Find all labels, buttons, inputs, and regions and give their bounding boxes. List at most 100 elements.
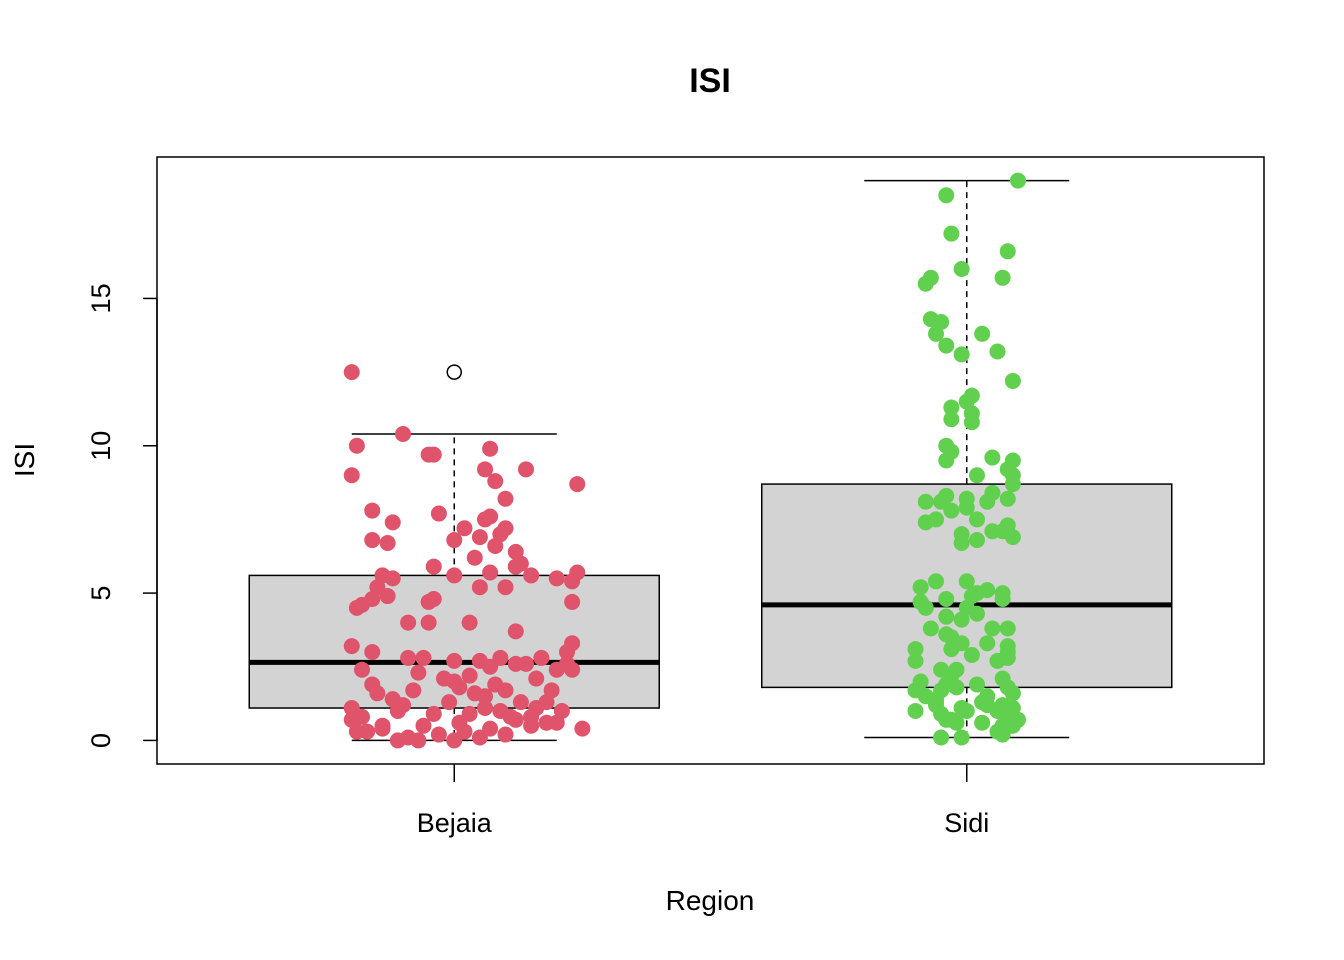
data-point	[943, 502, 960, 519]
data-point	[948, 679, 965, 696]
data-point	[979, 635, 996, 652]
data-point	[564, 573, 581, 590]
data-point	[999, 243, 1016, 260]
data-point	[948, 714, 965, 731]
x-axis: Bejaia Sidi	[417, 764, 989, 838]
data-point	[374, 720, 391, 737]
data-point	[928, 325, 944, 342]
y-tick-label: 10	[86, 431, 116, 461]
data-point	[405, 682, 422, 699]
y-tick-label: 5	[86, 586, 116, 601]
data-point	[553, 702, 570, 719]
data-point	[343, 467, 360, 484]
data-point	[999, 644, 1016, 661]
data-point	[492, 649, 509, 666]
data-point	[482, 564, 499, 581]
data-point	[446, 567, 463, 584]
data-point	[984, 523, 1001, 540]
data-point	[953, 535, 970, 552]
data-point	[989, 343, 1006, 360]
data-point	[456, 723, 473, 740]
data-point	[466, 549, 483, 566]
points-sidi	[907, 172, 1026, 746]
data-point	[410, 664, 427, 681]
data-point	[928, 511, 944, 528]
data-point	[938, 187, 955, 204]
data-point	[400, 649, 417, 666]
data-point	[907, 652, 924, 669]
data-point	[933, 729, 950, 746]
data-point	[348, 437, 365, 454]
data-point	[518, 655, 534, 672]
data-point	[984, 449, 1001, 466]
data-point	[487, 537, 504, 554]
data-point	[1004, 476, 1021, 493]
data-point	[528, 670, 545, 687]
data-point	[912, 579, 929, 596]
data-point	[569, 476, 586, 493]
data-point	[943, 411, 960, 428]
data-point	[564, 661, 581, 678]
data-point	[364, 532, 381, 549]
data-point	[994, 590, 1011, 607]
data-point	[994, 720, 1011, 737]
data-point	[953, 260, 970, 277]
data-point	[559, 644, 575, 661]
data-point	[574, 720, 591, 737]
data-point	[1010, 172, 1026, 189]
data-point	[963, 646, 980, 663]
data-point	[384, 570, 401, 587]
data-point	[507, 623, 524, 640]
data-point	[364, 644, 381, 661]
data-point	[999, 620, 1016, 637]
data-point	[974, 325, 991, 342]
data-point	[984, 620, 1001, 637]
data-point	[477, 688, 493, 705]
data-point	[538, 694, 555, 711]
data-point	[425, 446, 442, 463]
data-point	[379, 535, 396, 552]
y-axis-label: ISI	[9, 443, 40, 477]
points-bejaia	[343, 364, 591, 749]
data-point	[943, 641, 960, 658]
data-point	[395, 425, 411, 442]
data-point	[943, 399, 960, 416]
data-point	[999, 490, 1016, 507]
data-point	[969, 511, 985, 528]
chart-title: ISI	[689, 62, 731, 100]
data-point	[922, 620, 939, 637]
data-point	[953, 611, 970, 628]
data-point	[369, 685, 386, 702]
data-point	[354, 661, 370, 678]
y-tick-label: 0	[86, 733, 116, 748]
data-point	[389, 702, 406, 719]
data-point	[487, 473, 504, 490]
data-point	[425, 558, 442, 575]
data-point	[461, 705, 478, 722]
data-point	[958, 573, 975, 590]
data-point	[497, 520, 514, 537]
data-point	[461, 614, 478, 631]
data-point	[364, 502, 381, 519]
data-point	[507, 558, 524, 575]
data-point	[482, 440, 499, 457]
data-point	[451, 679, 468, 696]
data-point	[917, 275, 934, 292]
data-point	[502, 708, 519, 725]
data-point	[1004, 372, 1021, 389]
data-point	[933, 661, 950, 678]
data-point	[497, 490, 514, 507]
data-point	[979, 582, 996, 599]
data-point	[917, 493, 934, 510]
data-point	[958, 702, 975, 719]
x-axis-label: Region	[666, 885, 755, 916]
data-point	[917, 599, 934, 616]
data-point	[523, 717, 540, 734]
data-point	[958, 499, 975, 516]
data-point	[497, 726, 514, 743]
data-point	[477, 700, 493, 717]
data-point	[446, 652, 463, 669]
data-point	[400, 614, 417, 631]
data-point	[471, 529, 488, 546]
data-point	[420, 614, 437, 631]
